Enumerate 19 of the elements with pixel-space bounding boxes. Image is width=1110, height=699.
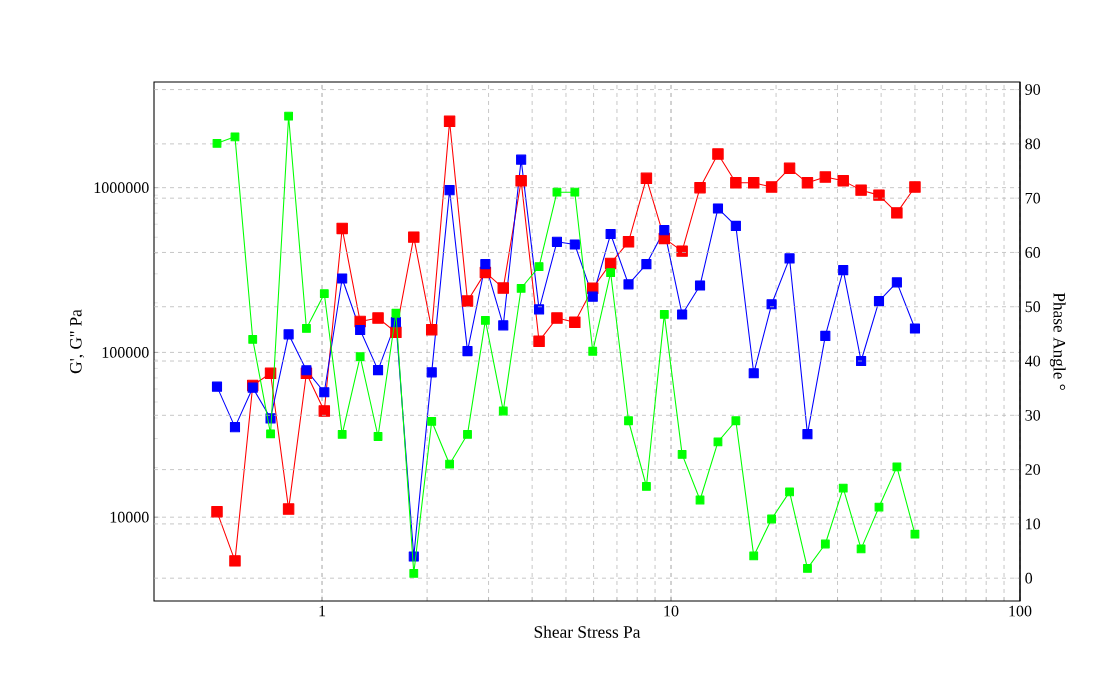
y-tick-label: 10000	[110, 511, 149, 523]
y2-tick-label: 70	[1025, 192, 1041, 204]
y2-tick-label: 10	[1026, 518, 1041, 530]
y2-tick-label: 30	[1025, 409, 1041, 421]
y2-axis-title: Phase Angle °	[1049, 292, 1066, 390]
y2-tick-label: 80	[1025, 138, 1041, 150]
x-tick-label: 10	[664, 605, 679, 617]
y-tick-label: 1000000	[94, 182, 149, 194]
x-axis-title: Shear Stress Pa	[534, 625, 641, 638]
y2-tick-label: 90	[1025, 84, 1041, 95]
y-axis-title: G', G'' Pa	[69, 309, 85, 374]
x-tick-label: 1	[319, 605, 326, 617]
y2-tick-label: 20	[1025, 464, 1041, 475]
y2-tick-label: 40	[1025, 355, 1041, 367]
y2-tick-label: 50	[1025, 301, 1041, 313]
y2-tick-label: 60	[1025, 247, 1041, 258]
y2-tick-label: 0	[1025, 572, 1033, 584]
y-tick-label: 100000	[102, 347, 149, 358]
x-tick-label: 100	[1009, 605, 1032, 617]
